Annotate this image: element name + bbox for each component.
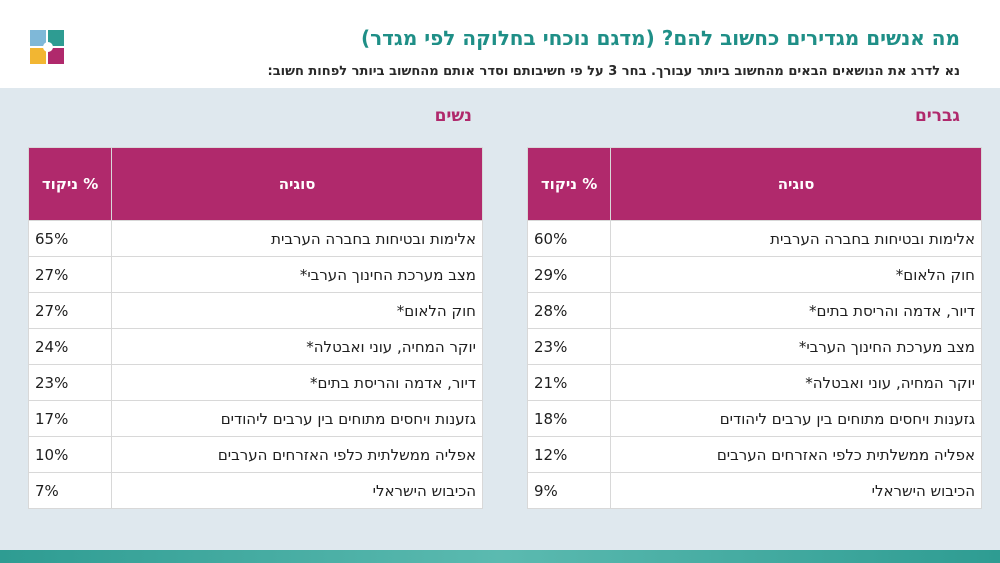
topic-cell: גזענות ויחסים מתוחים בין ערבים ליהודים (610, 400, 982, 437)
question-text: נא לדרג את הנושאים הבאים מהחשוב ביותר עב… (267, 64, 960, 79)
pct-cell: 23% (27, 364, 113, 401)
table-row: אפליה ממשלתית כלפי האזרחים הערבים 10% (27, 436, 483, 473)
topic-cell: אלימות ובטיחות בחברה הערבית (111, 220, 483, 257)
table-row: יוקר המחיה, עוני ואבטלה* 21% (526, 364, 982, 401)
table-row: מצב מערכת החינוך הערבי* 27% (27, 256, 483, 293)
topic-cell: דיור, אדמה והריסת בתים* (111, 364, 483, 401)
women-table: סוגיה % ניקוד אלימות ובטיחות בחברה הערבי… (27, 147, 483, 509)
table-row: גזענות ויחסים מתוחים בין ערבים ליהודים 17… (27, 400, 483, 437)
pct-cell: 65% (27, 220, 113, 257)
table-header-row: סוגיה % ניקוד (526, 147, 982, 221)
table-row: מצב מערכת החינוך הערבי* 23% (526, 328, 982, 365)
topic-cell: אפליה ממשלתית כלפי האזרחים הערבים (111, 436, 483, 473)
pct-cell: 9% (526, 472, 612, 509)
pct-cell: 28% (526, 292, 612, 329)
table-row: דיור, אדמה והריסת בתים* 28% (526, 292, 982, 329)
topic-cell: חוק הלאום* (111, 292, 483, 329)
topic-cell: חוק הלאום* (610, 256, 982, 293)
women-group-label: נשים (434, 106, 472, 126)
men-table: סוגיה % ניקוד אלימות ובטיחות בחברה הערבי… (526, 147, 982, 509)
topic-cell: הכיבוש הישראלי (610, 472, 982, 509)
column-header-topic: סוגיה (111, 147, 483, 221)
pct-cell: 60% (526, 220, 612, 257)
page-title: מה אנשים מגדירים כחשוב להם? (מדגם נוכחי … (360, 26, 960, 50)
pct-cell: 18% (526, 400, 612, 437)
table-row: הכיבוש הישראלי 7% (27, 472, 483, 509)
pct-cell: 21% (526, 364, 612, 401)
table-row: חוק הלאום* 29% (526, 256, 982, 293)
topic-cell: מצב מערכת החינוך הערבי* (610, 328, 982, 365)
table-row: דיור, אדמה והריסת בתים* 23% (27, 364, 483, 401)
pct-cell: 23% (526, 328, 612, 365)
topic-cell: דיור, אדמה והריסת בתים* (610, 292, 982, 329)
logo-icon (30, 30, 64, 64)
pct-cell: 24% (27, 328, 113, 365)
table-row: הכיבוש הישראלי 9% (526, 472, 982, 509)
pct-cell: 10% (27, 436, 113, 473)
table-header-row: סוגיה % ניקוד (27, 147, 483, 221)
pct-cell: 27% (27, 292, 113, 329)
table-row: אפליה ממשלתית כלפי האזרחים הערבים 12% (526, 436, 982, 473)
topic-cell: מצב מערכת החינוך הערבי* (111, 256, 483, 293)
table-row: גזענות ויחסים מתוחים בין ערבים ליהודים 18… (526, 400, 982, 437)
column-header-pct: % ניקוד (27, 147, 113, 221)
table-row: אלימות ובטיחות בחברה הערבית 60% (526, 220, 982, 257)
pct-cell: 7% (27, 472, 113, 509)
topic-cell: אפליה ממשלתית כלפי האזרחים הערבים (610, 436, 982, 473)
column-header-topic: סוגיה (610, 147, 982, 221)
pct-cell: 27% (27, 256, 113, 293)
pct-cell: 12% (526, 436, 612, 473)
topic-cell: הכיבוש הישראלי (111, 472, 483, 509)
table-row: חוק הלאום* 27% (27, 292, 483, 329)
table-row: אלימות ובטיחות בחברה הערבית 65% (27, 220, 483, 257)
table-row: יוקר המחיה, עוני ואבטלה* 24% (27, 328, 483, 365)
column-header-pct: % ניקוד (526, 147, 612, 221)
pct-cell: 29% (526, 256, 612, 293)
topic-cell: יוקר המחיה, עוני ואבטלה* (610, 364, 982, 401)
pct-cell: 17% (27, 400, 113, 437)
slide-header: מה אנשים מגדירים כחשוב להם? (מדגם נוכחי … (0, 0, 1000, 88)
topic-cell: אלימות ובטיחות בחברה הערבית (610, 220, 982, 257)
men-group-label: גברים (914, 106, 960, 126)
topic-cell: גזענות ויחסים מתוחים בין ערבים ליהודים (111, 400, 483, 437)
topic-cell: יוקר המחיה, עוני ואבטלה* (111, 328, 483, 365)
bottom-accent-bar (0, 550, 1000, 563)
